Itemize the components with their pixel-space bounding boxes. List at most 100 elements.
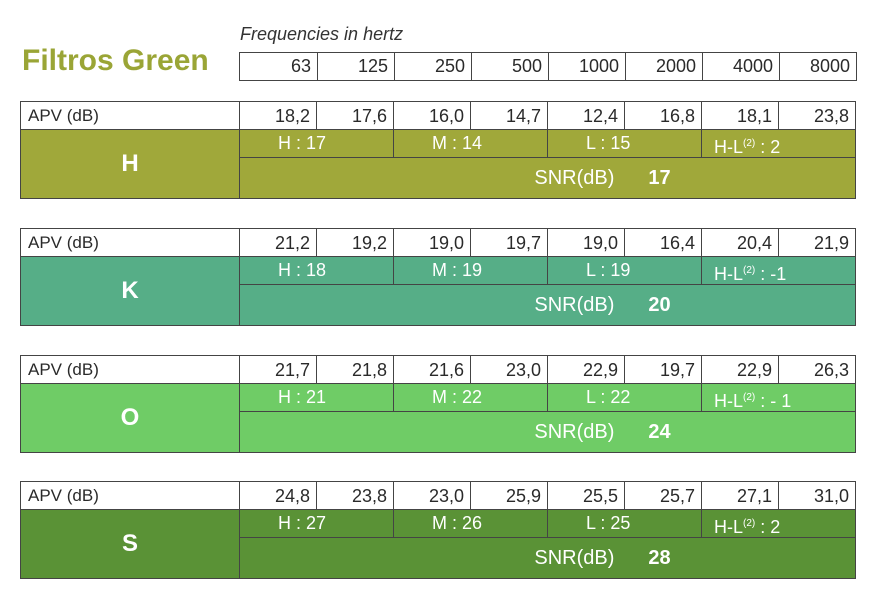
frequency-cell: 63 [290, 56, 311, 76]
apv-row: APV (dB) 24,8 23,8 23,0 25,9 25,5 25,7 27,1 31,… [21, 482, 855, 510]
hl-value: H-L(2) : 2 [702, 510, 855, 537]
apv-label: APV (dB) [21, 229, 240, 256]
hl-value: H-L(2) : 2 [702, 130, 855, 157]
hl-value: H-L(2) : -1 [702, 257, 855, 284]
apv-label: APV (dB) [21, 482, 240, 509]
apv-value-cell: 14,7 [471, 102, 548, 129]
apv-value-cell: 23,0 [394, 482, 471, 509]
filter-letter: K [21, 257, 240, 325]
l-value: L : 19 [548, 257, 702, 284]
apv-value-cell: 16,4 [625, 229, 702, 256]
filter-letter: O [21, 384, 240, 452]
hml-row: H : 18 M : 19 L : 19 H-L(2) : -1 [240, 257, 855, 285]
h-value: H : 17 [240, 130, 394, 157]
apv-value-cell: 25,5 [548, 482, 625, 509]
hl-number: : 2 [755, 137, 781, 157]
frequency-cell: 1000 [548, 53, 625, 80]
hml-row: H : 21 M : 22 L : 22 H-L(2) : - 1 [240, 384, 855, 412]
apv-value-cell: 27,1 [702, 482, 779, 509]
frequencies-label: Frequencies in hertz [240, 24, 404, 44]
filter-letter: H [21, 130, 240, 198]
filter-band: S H : 27 M : 26 L : 25 H-L(2) : 2 SNR(dB… [21, 510, 855, 578]
apv-value-cell: 31,0 [813, 486, 849, 506]
apv-value-cell: 23,8 [317, 482, 394, 509]
filter-block: APV (dB) 18,2 17,6 16,0 14,7 12,4 16,8 18,1 23,… [20, 101, 856, 199]
apv-value-cell: 21,7 [240, 356, 317, 383]
apv-value-cell: 22,9 [548, 356, 625, 383]
hml-row: H : 17 M : 14 L : 15 H-L(2) : 2 [240, 130, 855, 158]
hl-prefix: H-L [714, 517, 744, 537]
hl-footnote: (2) [743, 392, 756, 403]
frequency-cell: 125 [317, 53, 394, 80]
h-value: H : 21 [240, 384, 394, 411]
snr-label: SNR(dB) [534, 166, 615, 189]
apv-value-cell: 19,2 [317, 229, 394, 256]
apv-value-cell: 23,0 [471, 356, 548, 383]
m-value: M : 14 [394, 130, 548, 157]
apv-value-cell: 19,0 [394, 229, 471, 256]
h-value: H : 18 [240, 257, 394, 284]
apv-value-cell: 21,6 [394, 356, 471, 383]
frequency-cell: 4000 [702, 53, 779, 80]
apv-value-cell: 18,1 [702, 102, 779, 129]
hml-row: H : 27 M : 26 L : 25 H-L(2) : 2 [240, 510, 855, 538]
snr-label: SNR(dB) [534, 293, 615, 316]
frequency-cell: 2000 [625, 53, 702, 80]
snr-value: 17 [648, 166, 671, 189]
filter-band: H H : 17 M : 14 L : 15 H-L(2) : 2 SNR(dB… [21, 130, 855, 198]
hl-prefix: H-L [714, 264, 744, 284]
apv-row: APV (dB) 18,2 17,6 16,0 14,7 12,4 16,8 18,1 23,… [21, 102, 855, 130]
frequency-cell: 500 [471, 53, 548, 80]
hl-number: : 2 [755, 517, 781, 537]
apv-label: APV (dB) [21, 102, 240, 129]
snr-label: SNR(dB) [534, 546, 615, 569]
h-value: H : 27 [240, 510, 394, 537]
snr-value: 24 [648, 420, 671, 443]
snr-row: SNR(dB) 24 [240, 412, 855, 452]
snr-row: SNR(dB) 20 [240, 285, 855, 325]
snr-label: SNR(dB) [534, 420, 615, 443]
hl-value: H-L(2) : - 1 [702, 384, 855, 411]
apv-value-cell: 17,6 [317, 102, 394, 129]
snr-row: SNR(dB) 17 [240, 158, 855, 198]
apv-value-cell: 16,0 [394, 102, 471, 129]
apv-value-cell: 25,7 [625, 482, 702, 509]
filter-band: O H : 21 M : 22 L : 22 H-L(2) : - 1 SNR(… [21, 384, 855, 452]
snr-value: 28 [648, 546, 671, 569]
filter-block: APV (dB) 21,7 21,8 21,6 23,0 22,9 19,7 22,9 26,… [20, 355, 856, 453]
apv-value-cell: 21,9 [813, 233, 849, 253]
hl-number: : -1 [755, 264, 787, 284]
apv-row: APV (dB) 21,7 21,8 21,6 23,0 22,9 19,7 22,9 26,… [21, 356, 855, 384]
apv-value-cell: 20,4 [702, 229, 779, 256]
apv-value-cell: 12,4 [548, 102, 625, 129]
filter-block: APV (dB) 21,2 19,2 19,0 19,7 19,0 16,4 20,4 21,… [20, 228, 856, 326]
hl-footnote: (2) [743, 138, 756, 149]
m-value: M : 22 [394, 384, 548, 411]
frequency-cell: 250 [394, 53, 471, 80]
apv-value-cell: 19,0 [548, 229, 625, 256]
snr-value: 20 [648, 293, 671, 316]
l-value: L : 22 [548, 384, 702, 411]
page-title: Filtros Green [22, 44, 209, 77]
hl-footnote: (2) [743, 518, 756, 529]
filter-letter: S [21, 510, 240, 578]
snr-row: SNR(dB) 28 [240, 538, 855, 578]
filter-block: APV (dB) 24,8 23,8 23,0 25,9 25,5 25,7 27,1 31,… [20, 481, 856, 579]
apv-value-cell: 26,3 [813, 360, 849, 380]
m-value: M : 26 [394, 510, 548, 537]
m-value: M : 19 [394, 257, 548, 284]
apv-value-cell: 22,9 [702, 356, 779, 383]
l-value: L : 15 [548, 130, 702, 157]
apv-row: APV (dB) 21,2 19,2 19,0 19,7 19,0 16,4 20,4 21,… [21, 229, 855, 257]
apv-value-cell: 19,7 [625, 356, 702, 383]
apv-value-cell: 21,8 [317, 356, 394, 383]
hl-footnote: (2) [743, 265, 756, 276]
apv-value-cell: 24,8 [240, 482, 317, 509]
apv-value-cell: 21,2 [240, 229, 317, 256]
hl-prefix: H-L [714, 391, 744, 411]
hl-prefix: H-L [714, 137, 744, 157]
l-value: L : 25 [548, 510, 702, 537]
apv-value-cell: 23,8 [813, 106, 849, 126]
apv-value-cell: 25,9 [471, 482, 548, 509]
frequency-header-row: 63 125 250 500 1000 2000 4000 8000 [239, 52, 857, 81]
